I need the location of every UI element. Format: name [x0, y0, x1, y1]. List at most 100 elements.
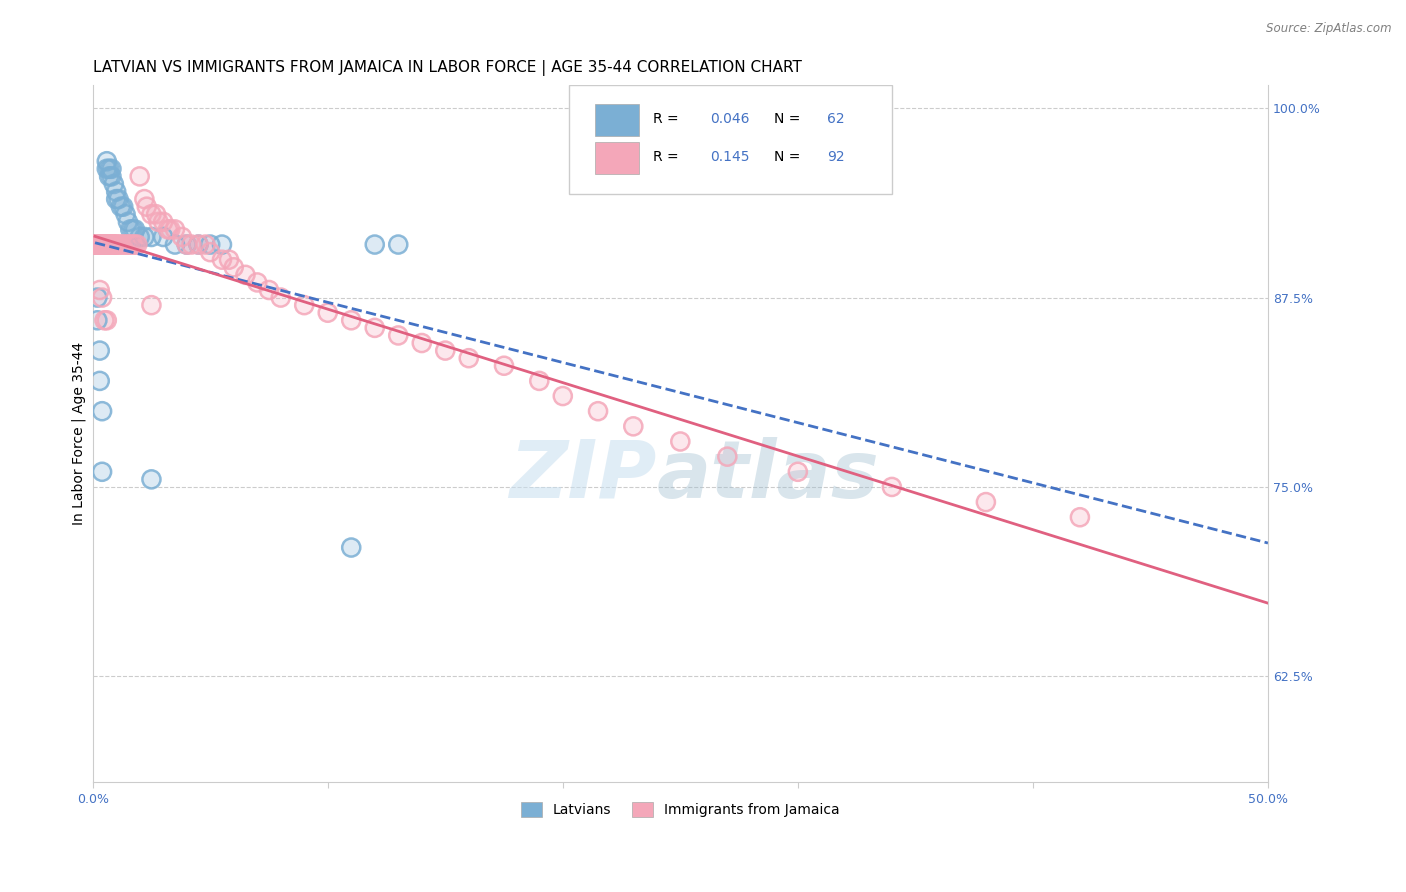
- Point: [91, 237, 114, 252]
- Point: [93, 237, 115, 252]
- Point: [84, 237, 107, 252]
- Point: [134, 192, 156, 206]
- Point: [170, 230, 193, 244]
- Point: [669, 434, 692, 449]
- Text: R =: R =: [654, 112, 683, 126]
- Point: [124, 237, 146, 252]
- Point: [159, 222, 181, 236]
- Point: [86, 237, 108, 252]
- Point: [96, 154, 118, 169]
- Point: [96, 237, 118, 252]
- Point: [89, 237, 111, 252]
- Point: [93, 237, 115, 252]
- Point: [152, 230, 174, 244]
- Point: [200, 237, 222, 252]
- Point: [152, 215, 174, 229]
- Point: [194, 237, 217, 252]
- Point: [434, 343, 457, 358]
- Point: [492, 359, 515, 373]
- Point: [86, 237, 108, 252]
- Point: [86, 237, 108, 252]
- Point: [120, 237, 142, 252]
- Point: [89, 237, 111, 252]
- Point: [120, 237, 142, 252]
- Point: [93, 237, 115, 252]
- Point: [93, 313, 115, 327]
- Point: [170, 230, 193, 244]
- Point: [200, 245, 222, 260]
- Point: [89, 237, 111, 252]
- Point: [86, 237, 108, 252]
- Point: [128, 230, 150, 244]
- Point: [91, 237, 114, 252]
- Point: [387, 237, 409, 252]
- Point: [86, 237, 108, 252]
- Point: [257, 283, 280, 297]
- Point: [114, 237, 136, 252]
- Point: [89, 237, 111, 252]
- Point: [100, 237, 122, 252]
- Point: [91, 237, 114, 252]
- Point: [91, 237, 114, 252]
- Point: [110, 237, 132, 252]
- Point: [86, 291, 108, 305]
- Point: [880, 480, 903, 494]
- Point: [103, 237, 125, 252]
- Point: [194, 237, 217, 252]
- Point: [89, 237, 111, 252]
- Text: N =: N =: [775, 112, 806, 126]
- Point: [91, 465, 114, 479]
- Point: [100, 161, 122, 176]
- Point: [105, 237, 128, 252]
- Point: [145, 207, 167, 221]
- Point: [91, 237, 114, 252]
- Point: [84, 237, 107, 252]
- Point: [93, 237, 115, 252]
- Point: [89, 237, 111, 252]
- Point: [292, 298, 315, 312]
- Text: atlas: atlas: [657, 437, 880, 515]
- Point: [112, 200, 135, 214]
- Point: [84, 237, 107, 252]
- Point: [93, 237, 115, 252]
- Point: [105, 185, 128, 199]
- Point: [117, 215, 139, 229]
- Point: [96, 161, 118, 176]
- Point: [89, 374, 111, 388]
- Point: [86, 291, 108, 305]
- Point: [411, 336, 433, 351]
- Point: [86, 313, 108, 327]
- Point: [121, 222, 143, 236]
- Point: [91, 237, 114, 252]
- FancyBboxPatch shape: [568, 86, 891, 194]
- Point: [89, 343, 111, 358]
- Point: [96, 237, 118, 252]
- Point: [180, 237, 202, 252]
- Point: [93, 237, 115, 252]
- Point: [716, 450, 738, 464]
- Point: [93, 237, 115, 252]
- Point: [1069, 510, 1091, 524]
- Point: [89, 343, 111, 358]
- Point: [103, 237, 125, 252]
- Point: [163, 222, 186, 236]
- Point: [121, 237, 143, 252]
- Point: [246, 276, 269, 290]
- Point: [135, 200, 157, 214]
- Point: [89, 237, 111, 252]
- Point: [156, 222, 179, 236]
- Point: [86, 237, 108, 252]
- Point: [316, 306, 339, 320]
- Point: [98, 161, 121, 176]
- Point: [148, 215, 170, 229]
- Point: [141, 472, 163, 486]
- Point: [105, 192, 128, 206]
- Point: [974, 495, 997, 509]
- Point: [148, 215, 170, 229]
- Point: [120, 222, 142, 236]
- Point: [84, 237, 107, 252]
- Point: [159, 222, 181, 236]
- Point: [86, 237, 108, 252]
- Point: [91, 404, 114, 418]
- Point: [96, 154, 118, 169]
